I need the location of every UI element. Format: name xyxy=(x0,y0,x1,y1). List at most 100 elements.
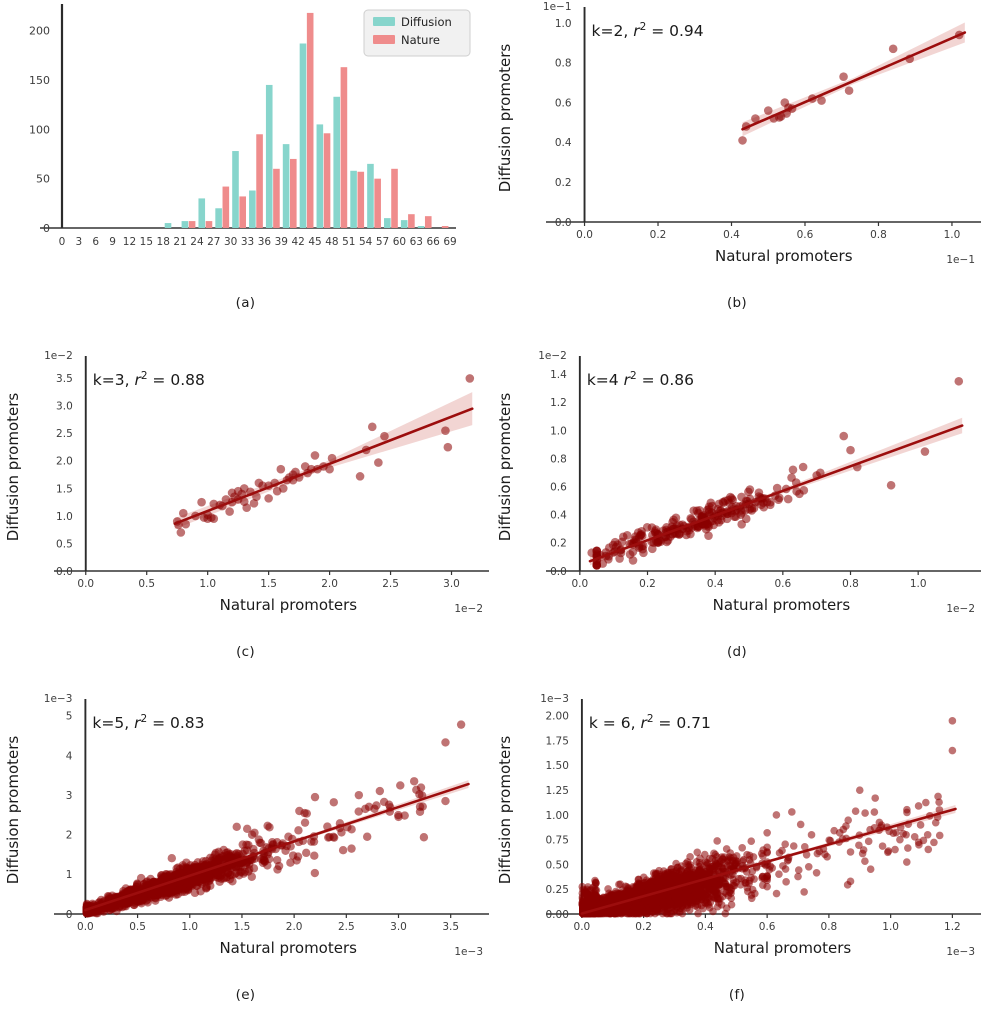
x-axis-offset: 1e−2 xyxy=(454,603,483,615)
fit-line xyxy=(588,424,963,563)
svg-text:0.2: 0.2 xyxy=(550,538,567,550)
svg-text:0.4: 0.4 xyxy=(697,921,714,933)
svg-text:1: 1 xyxy=(66,869,73,881)
x-axis-label: Natural promoters xyxy=(712,596,850,614)
svg-text:1.5: 1.5 xyxy=(234,921,251,933)
svg-text:0.2: 0.2 xyxy=(554,177,571,189)
annotation: k=5, r2 = 0.83 xyxy=(92,713,204,732)
bar-diffusion xyxy=(232,151,239,228)
svg-text:54: 54 xyxy=(359,236,373,248)
scatter-plot: 0.0 0.5 1.0 1.5 2.0 2.5 3.0 3.5 0 1 2 3 4 5 1e−3 1e−3 Na… xyxy=(4,693,489,958)
svg-text:2.0: 2.0 xyxy=(286,921,303,933)
annotation: k=3, r2 = 0.88 xyxy=(93,370,205,389)
svg-text:1.0: 1.0 xyxy=(550,425,567,437)
bar-diffusion xyxy=(400,220,408,228)
svg-text:0.0: 0.0 xyxy=(576,229,593,241)
svg-text:3: 3 xyxy=(66,790,73,802)
svg-text:9: 9 xyxy=(109,236,116,248)
bar-diffusion xyxy=(333,96,341,228)
bar-nature xyxy=(256,134,263,228)
svg-text:0: 0 xyxy=(43,222,50,235)
svg-text:200: 200 xyxy=(29,25,50,38)
svg-text:0.0: 0.0 xyxy=(77,578,94,590)
bar-diffusion xyxy=(350,170,357,228)
bar-diffusion xyxy=(198,198,206,228)
svg-text:50: 50 xyxy=(36,173,50,186)
bar-nature xyxy=(239,196,246,228)
svg-text:2.00: 2.00 xyxy=(545,711,568,723)
annotation: k=2, r2 = 0.94 xyxy=(591,21,703,40)
panel-e: 0.0 0.5 1.0 1.5 2.0 2.5 3.0 3.5 0 1 2 3 4 5 1e−3 1e−3 Na… xyxy=(0,676,491,1019)
bar-nature xyxy=(340,67,348,228)
svg-text:0.6: 0.6 xyxy=(758,921,775,933)
svg-text:1.5: 1.5 xyxy=(260,578,277,590)
svg-text:0.8: 0.8 xyxy=(820,921,837,933)
panel-d: 0.0 0.2 0.4 0.6 0.8 1.0 0.0 0.2 0.4 0.6 0.8 1.0 1.2 1… xyxy=(491,333,983,676)
scatter-plot: 0.0 0.2 0.4 0.6 0.8 1.0 1.2 0.00 0.25 0.50 0.75 1.0… xyxy=(496,693,981,958)
bar-nature xyxy=(357,171,365,228)
legend-swatch-nature xyxy=(373,35,395,44)
svg-text:0.6: 0.6 xyxy=(774,578,791,590)
svg-text:1.5: 1.5 xyxy=(56,483,73,495)
bar-diffusion xyxy=(249,190,256,228)
svg-text:0.2: 0.2 xyxy=(639,578,656,590)
bar-diffusion xyxy=(384,218,391,228)
svg-text:63: 63 xyxy=(410,236,423,248)
svg-text:30: 30 xyxy=(224,236,237,248)
bar-nature xyxy=(290,158,297,228)
svg-text:42: 42 xyxy=(291,236,304,248)
svg-text:66: 66 xyxy=(426,236,440,248)
svg-text:3.5: 3.5 xyxy=(442,921,459,933)
svg-text:0.0: 0.0 xyxy=(56,566,73,578)
svg-text:1.0: 1.0 xyxy=(181,921,198,933)
panel-f-caption: (f) xyxy=(728,987,746,1003)
svg-text:33: 33 xyxy=(241,236,254,248)
svg-text:0.5: 0.5 xyxy=(129,921,146,933)
svg-text:69: 69 xyxy=(443,236,456,248)
bar-diffusion xyxy=(282,144,290,228)
svg-text:1.0: 1.0 xyxy=(882,921,899,933)
scatter-points xyxy=(577,717,956,918)
svg-text:0.4: 0.4 xyxy=(706,578,723,590)
bar-nature xyxy=(424,216,432,228)
svg-text:0.00: 0.00 xyxy=(545,909,568,921)
legend: Diffusion Nature xyxy=(363,9,471,57)
panel-b-chart: 0.0 0.2 0.4 0.6 0.8 1.0 0.0 0.2 0.4 0.6 0.8 1.0 1e−1… xyxy=(496,1,981,266)
fit-line xyxy=(580,807,957,915)
bar-nature xyxy=(188,221,196,228)
svg-text:45: 45 xyxy=(308,236,321,248)
y-axis-offset: 1e−3 xyxy=(44,693,73,705)
svg-text:1.0: 1.0 xyxy=(199,578,216,590)
svg-text:0.50: 0.50 xyxy=(545,859,568,871)
svg-text:0.8: 0.8 xyxy=(550,453,567,465)
x-axis-label: Natural promoters xyxy=(715,247,853,265)
bar-nature xyxy=(273,168,280,228)
svg-text:0.8: 0.8 xyxy=(554,58,571,70)
confidence-band xyxy=(742,22,965,137)
svg-text:1.2: 1.2 xyxy=(550,397,567,409)
annotation: k=4 r2 = 0.86 xyxy=(586,370,693,389)
svg-text:1.4: 1.4 xyxy=(550,369,567,381)
panel-e-chart: 0.0 0.5 1.0 1.5 2.0 2.5 3.0 3.5 0 1 2 3 4 5 1e−3 1e−3 Na… xyxy=(4,693,489,958)
panel-d-chart: 0.0 0.2 0.4 0.6 0.8 1.0 0.0 0.2 0.4 0.6 0.8 1.0 1.2 1… xyxy=(496,350,981,615)
panel-c-chart: 0.0 0.5 1.0 1.5 2.0 2.5 3.0 0.0 0.5 1.0 1.5 2.0 2.5 3… xyxy=(4,350,489,615)
panel-a-caption: (a) xyxy=(235,295,256,311)
fit-line xyxy=(84,782,470,912)
svg-text:2.5: 2.5 xyxy=(56,428,73,440)
svg-text:3: 3 xyxy=(76,236,83,248)
svg-text:0.25: 0.25 xyxy=(545,884,568,896)
scatter-points xyxy=(172,374,475,537)
svg-text:1.0: 1.0 xyxy=(909,578,926,590)
scatter-plot: 0.0 0.5 1.0 1.5 2.0 2.5 3.0 0.0 0.5 1.0 1.5 2.0 2.5 3… xyxy=(4,350,489,615)
bar-diffusion xyxy=(181,221,189,228)
svg-text:1.0: 1.0 xyxy=(554,18,571,30)
bar-diffusion xyxy=(299,43,307,228)
bar-nature xyxy=(391,168,398,228)
svg-text:48: 48 xyxy=(325,236,338,248)
svg-text:3.0: 3.0 xyxy=(390,921,407,933)
y-axis-offset: 1e−2 xyxy=(538,350,567,362)
bar-nature xyxy=(374,178,381,228)
bar-nature xyxy=(441,226,449,228)
svg-text:0.0: 0.0 xyxy=(573,921,590,933)
